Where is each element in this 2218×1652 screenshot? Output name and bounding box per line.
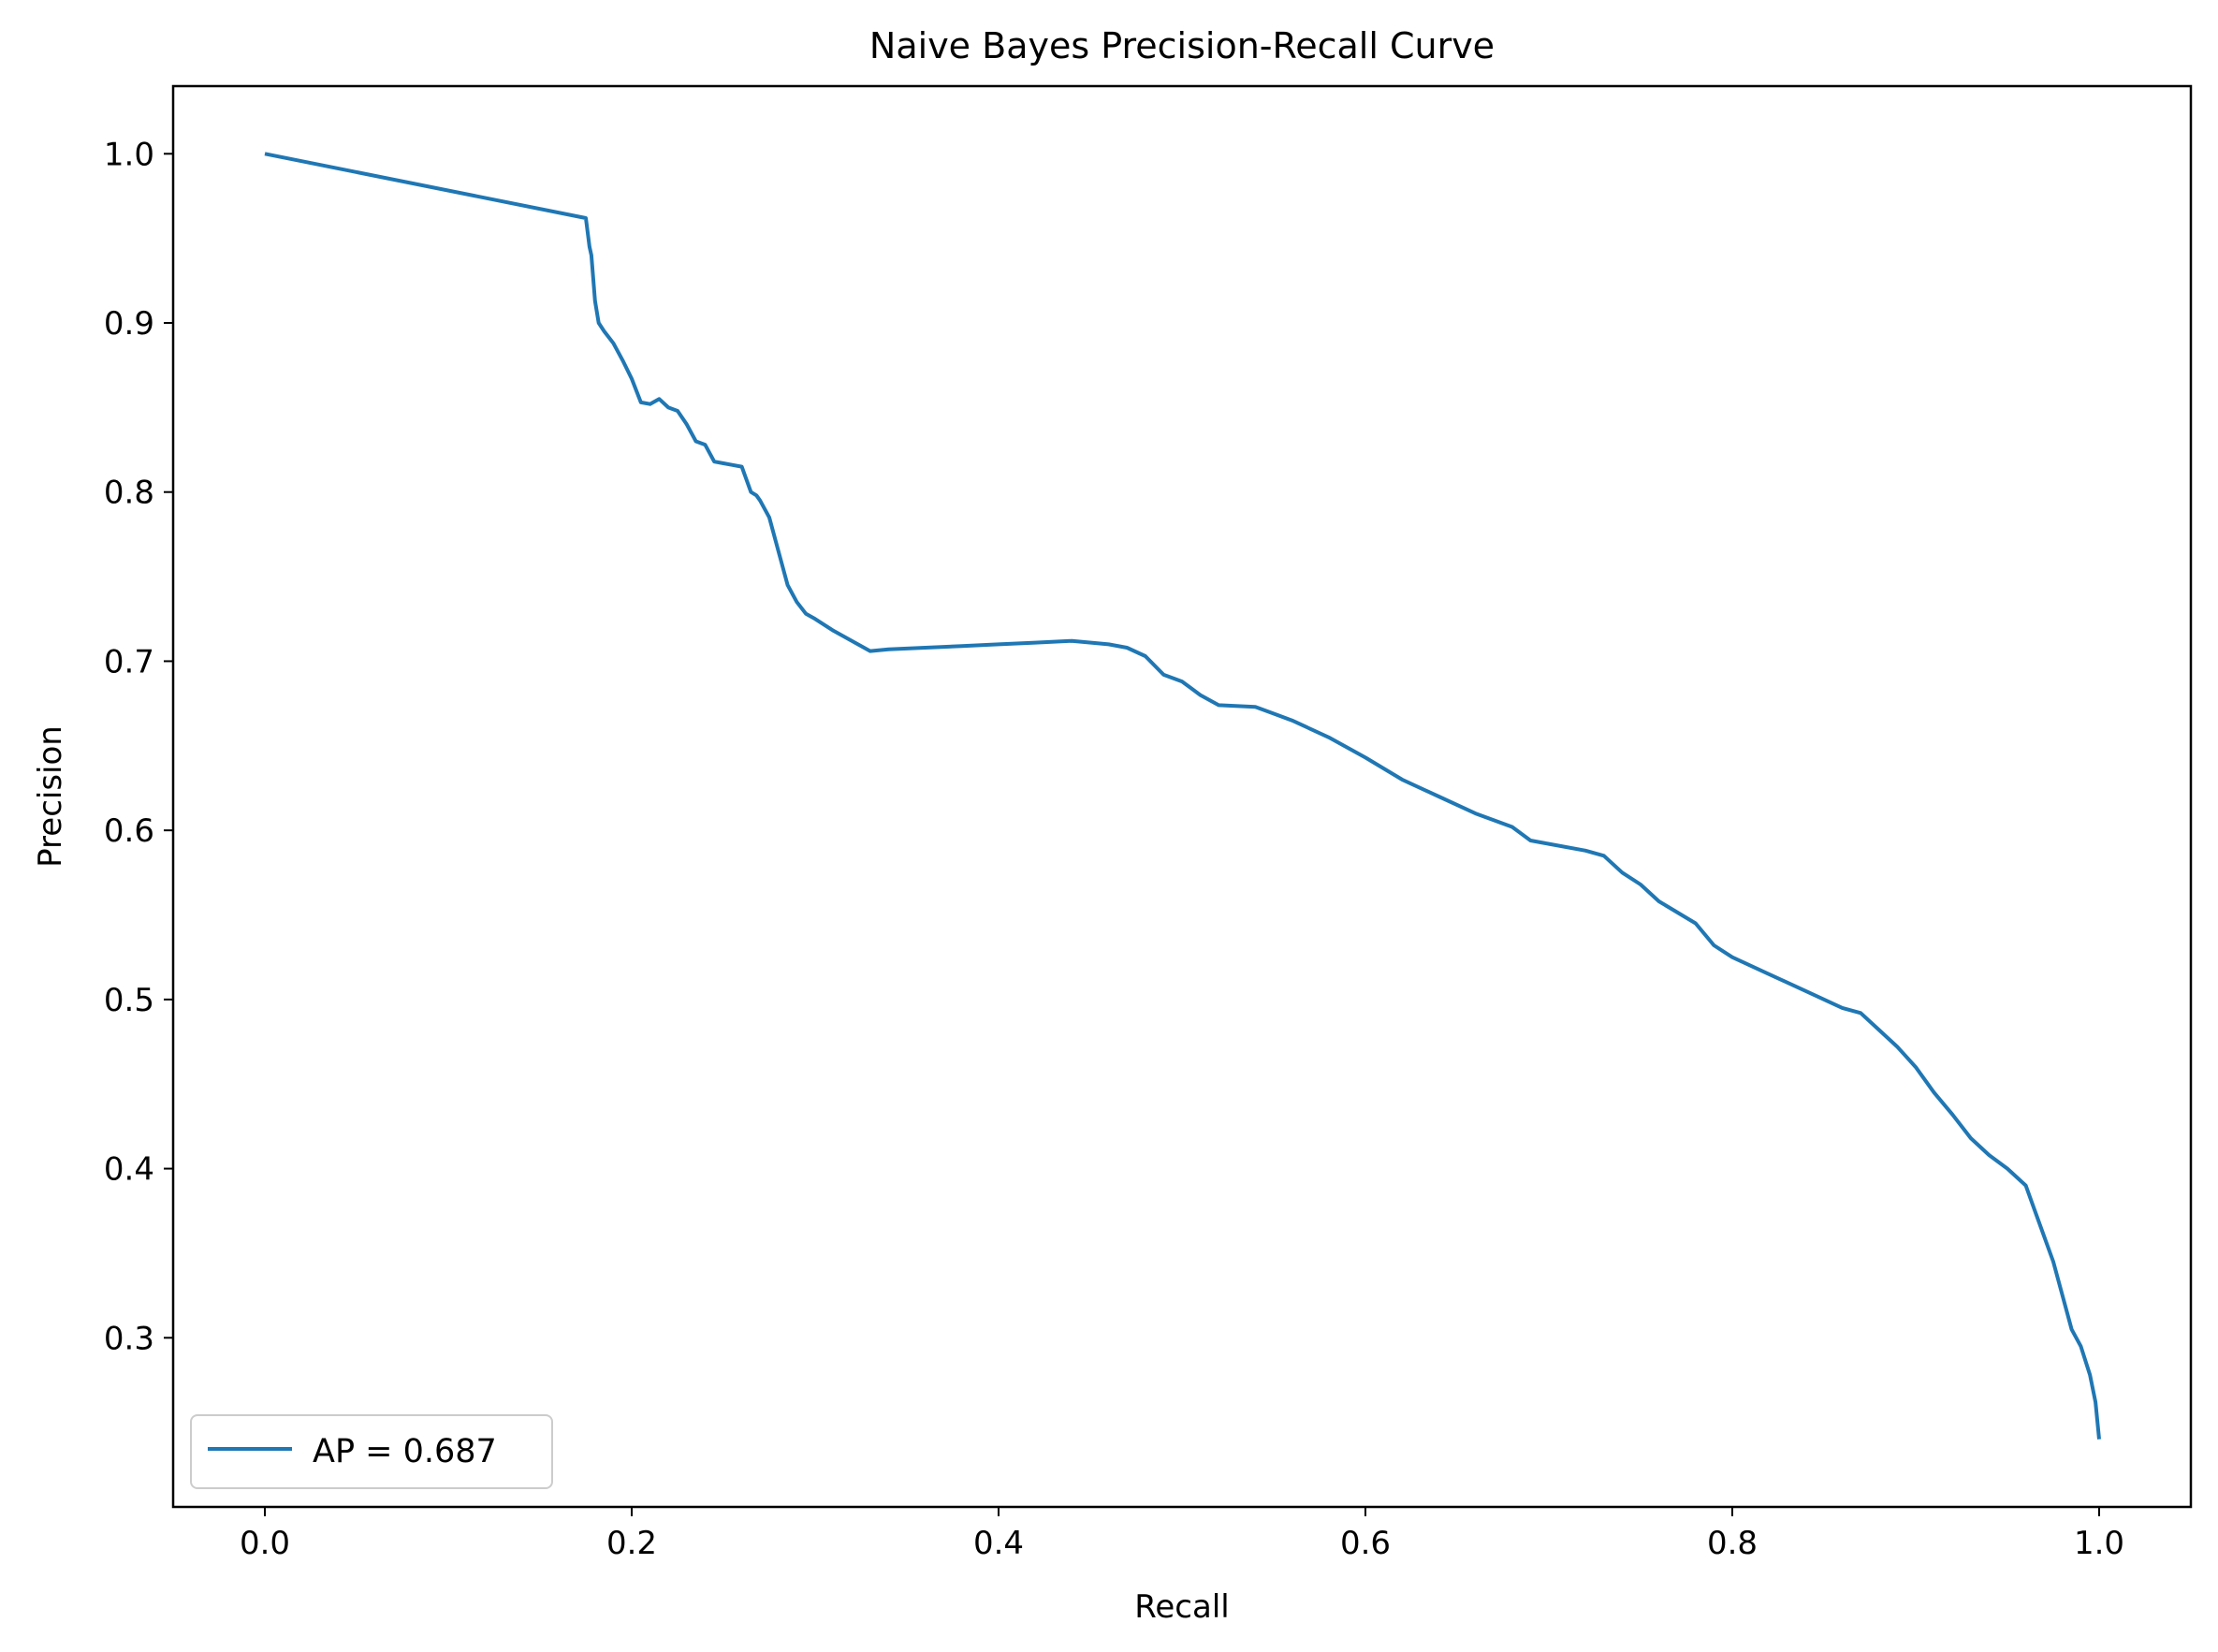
- y-axis-ticks: 0.3 0.4 0.5 0.6 0.7 0.8 0.9 1.0: [104, 136, 173, 1357]
- legend-label-ap: AP = 0.687: [313, 1433, 497, 1470]
- pr-curve-line: [264, 152, 2101, 1440]
- y-tick-label: 0.5: [104, 982, 154, 1019]
- y-tick-label: 1.0: [104, 136, 154, 173]
- x-tick-label: 0.0: [240, 1525, 290, 1562]
- y-tick-label: 0.4: [104, 1151, 154, 1189]
- plot-frame: [171, 84, 2193, 1509]
- y-tick-label: 0.6: [104, 812, 154, 850]
- x-tick-label: 0.8: [1707, 1525, 1758, 1562]
- plot-background: [173, 86, 2191, 1507]
- x-axis-ticks: 0.0 0.2 0.4 0.6 0.8 1.0: [240, 1507, 2124, 1562]
- x-tick-label: 0.6: [1340, 1525, 1391, 1562]
- chart-title: Naive Bayes Precision-Recall Curve: [869, 25, 1495, 66]
- y-tick-label: 0.3: [104, 1320, 154, 1357]
- legend: AP = 0.687: [190, 1414, 553, 1489]
- x-axis-label: Recall: [1134, 1588, 1229, 1626]
- legend-box: [190, 1414, 553, 1489]
- plot-area: [173, 86, 2191, 1507]
- x-tick-label: 0.4: [973, 1525, 1024, 1562]
- series-layer: [264, 152, 2101, 1440]
- y-tick-label: 0.7: [104, 643, 154, 680]
- y-axis-label: Precision: [32, 725, 69, 868]
- x-tick-label: 1.0: [2074, 1525, 2124, 1562]
- y-tick-label: 0.9: [104, 305, 154, 343]
- y-tick-label: 0.8: [104, 475, 154, 512]
- x-tick-label: 0.2: [606, 1525, 657, 1562]
